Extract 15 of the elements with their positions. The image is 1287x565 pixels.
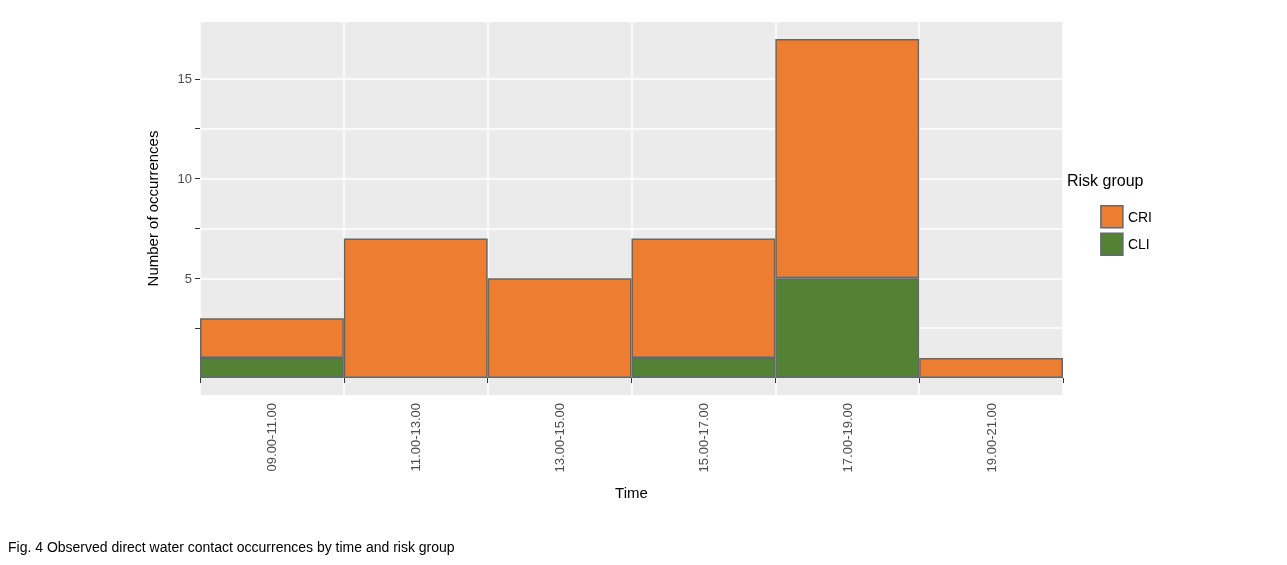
- y-tick-label: 5: [184, 270, 192, 286]
- x-axis-title: Time: [615, 484, 648, 501]
- legend-label: CLI: [1127, 236, 1150, 253]
- x-tick-label: 11.00-13.00: [408, 403, 424, 472]
- y-axis-title: Number of occurrences: [144, 130, 161, 287]
- caption: Fig. 4 Observed direct water contact occurrences by time and risk group: [8, 539, 455, 555]
- legend-label: CRI: [1127, 208, 1153, 225]
- x-tick-label: 13.00-15.00: [552, 403, 568, 473]
- x-tick-label: 15.00-17.00: [695, 403, 711, 473]
- y-tick-label: 10: [177, 171, 192, 187]
- y-tick-label: 15: [177, 71, 192, 87]
- x-tick-label: 17.00-19.00: [839, 403, 855, 473]
- x-tick-label: 19.00-21.00: [983, 403, 999, 473]
- x-tick-label: 09.00-11.00: [264, 403, 280, 472]
- legend-title: Risk group: [1067, 171, 1144, 189]
